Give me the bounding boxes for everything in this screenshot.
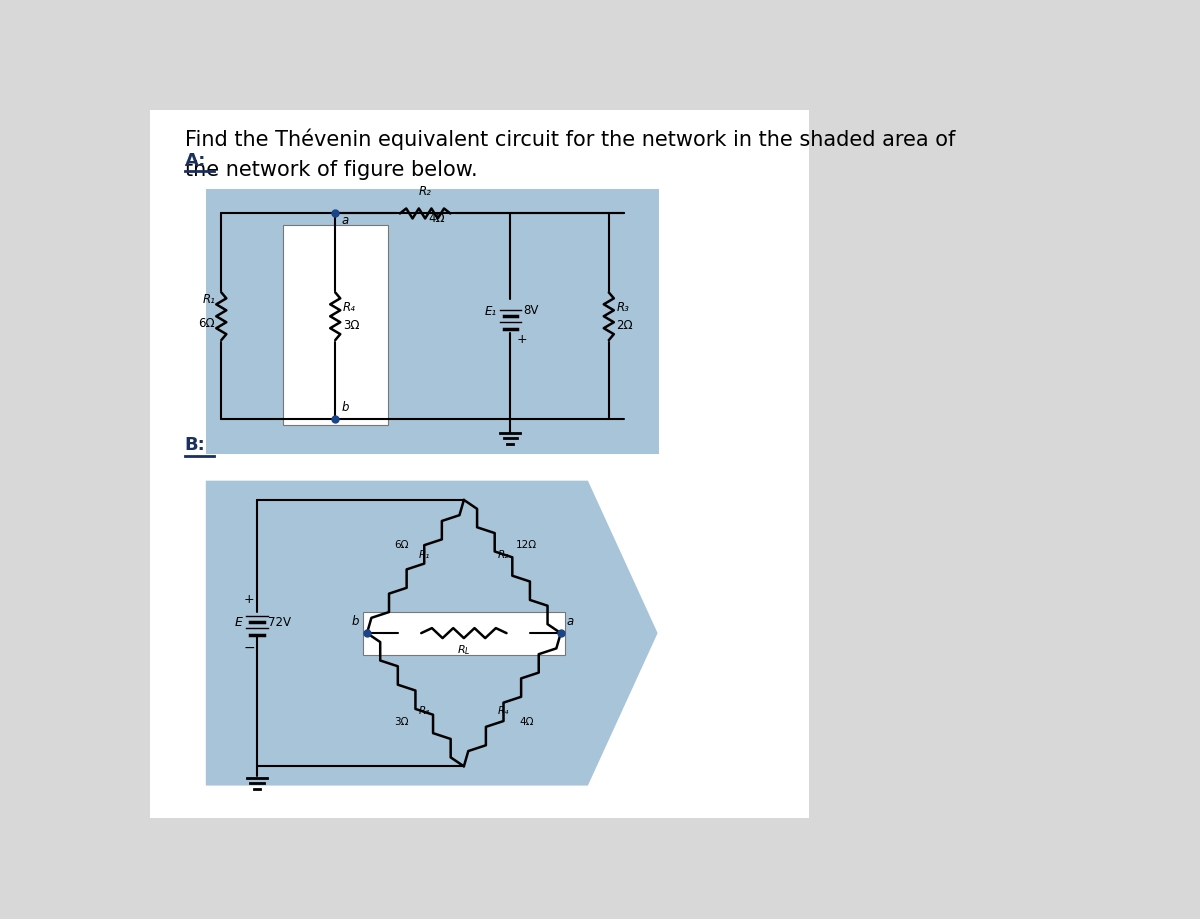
Bar <box>364 611 565 654</box>
Text: 72V: 72V <box>268 616 290 629</box>
Text: +: + <box>516 334 527 346</box>
Text: 2Ω: 2Ω <box>617 319 634 332</box>
Text: 4Ω: 4Ω <box>520 717 534 727</box>
Bar <box>206 188 659 455</box>
Text: +: + <box>244 593 254 607</box>
Text: $R_L$: $R_L$ <box>457 643 470 657</box>
Text: 3Ω: 3Ω <box>395 717 409 727</box>
Text: R₂: R₂ <box>497 550 509 561</box>
Text: R₄: R₄ <box>497 706 509 716</box>
Text: b: b <box>352 616 359 629</box>
Polygon shape <box>206 481 658 786</box>
Text: 4Ω: 4Ω <box>428 212 445 225</box>
Text: R₂: R₂ <box>419 185 432 199</box>
Text: a: a <box>566 616 575 629</box>
Text: R₁: R₁ <box>419 550 431 561</box>
Text: E: E <box>235 616 242 629</box>
Text: R₄: R₄ <box>343 301 356 313</box>
Text: b: b <box>342 402 349 414</box>
Text: the network of figure below.: the network of figure below. <box>185 160 478 179</box>
Text: 12Ω: 12Ω <box>516 539 536 550</box>
Text: Find the Thévenin equivalent circuit for the network in the shaded area of: Find the Thévenin equivalent circuit for… <box>185 129 955 151</box>
Text: 6Ω: 6Ω <box>395 539 409 550</box>
Text: 8V: 8V <box>523 303 538 316</box>
Text: 6Ω: 6Ω <box>198 317 215 331</box>
Text: E₁: E₁ <box>485 305 497 318</box>
Text: a: a <box>342 214 349 227</box>
Bar <box>150 110 809 818</box>
Bar <box>283 225 388 425</box>
Text: R₃: R₃ <box>617 301 630 313</box>
Text: 3Ω: 3Ω <box>343 319 360 332</box>
Text: B:: B: <box>185 437 205 455</box>
Text: R₃: R₃ <box>419 706 431 716</box>
Text: R₁: R₁ <box>203 293 215 306</box>
Text: −: − <box>244 641 256 655</box>
Text: A:: A: <box>185 152 206 170</box>
